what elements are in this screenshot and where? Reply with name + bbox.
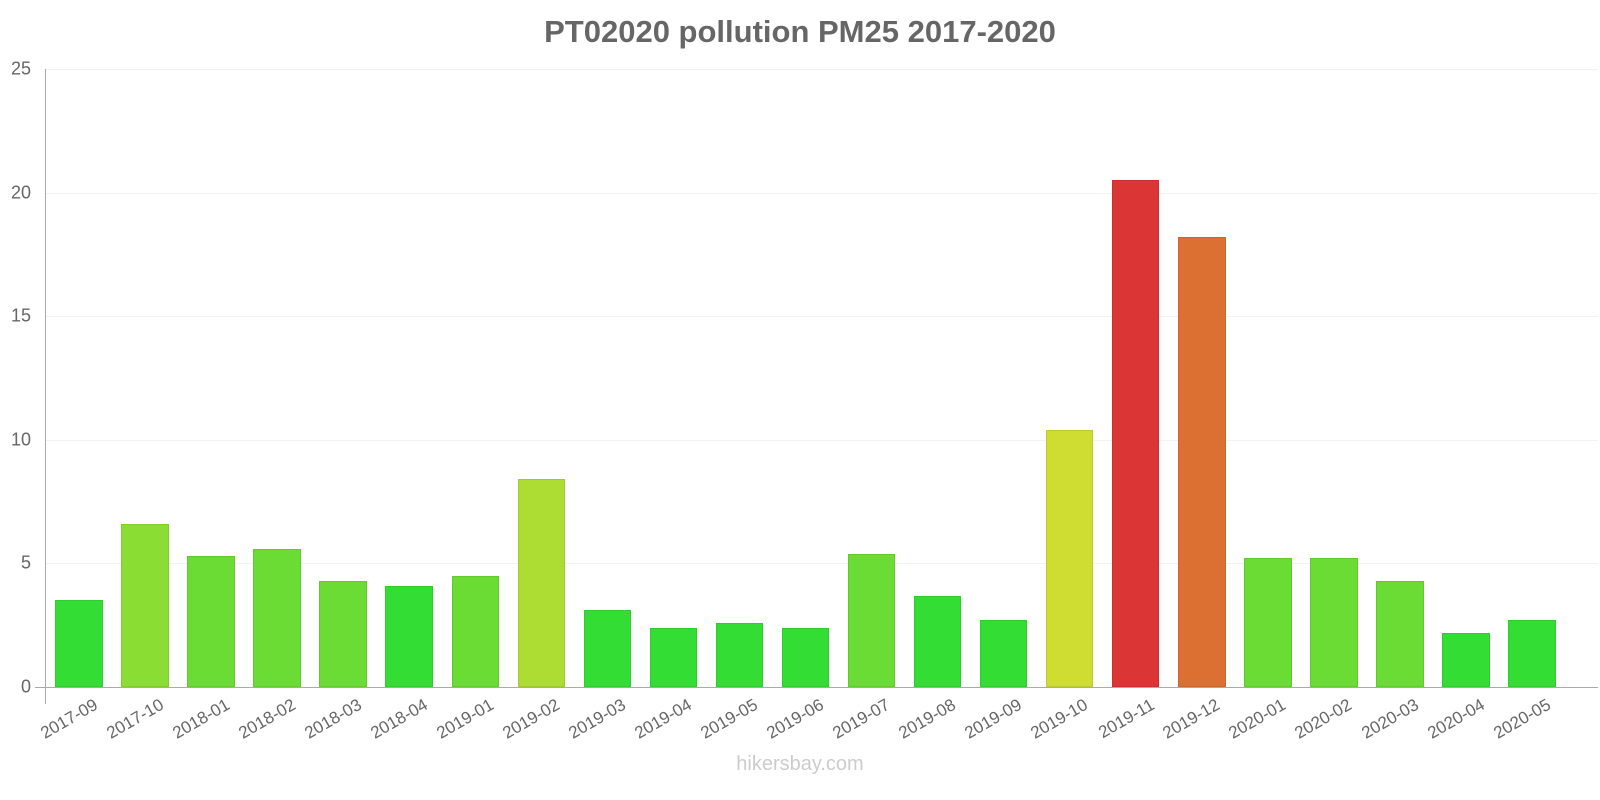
x-tick-label: 2017-10 [103,695,167,743]
gridline [46,439,1598,441]
bar-2020-05[interactable] [1508,620,1556,687]
bar-2019-02[interactable] [517,479,566,687]
x-tick-label: 2018-03 [301,695,365,743]
bar-2020-04[interactable] [1442,632,1490,687]
y-tick-label: 15 [10,305,31,326]
gridline [46,192,1598,194]
y-tick-label: 20 [10,182,31,203]
bar-2020-02[interactable] [1310,558,1358,687]
x-tick-label: 2019-06 [763,695,827,743]
bar-2020-03[interactable] [1376,580,1424,687]
y-tick-label: 25 [10,58,31,79]
x-tick-label: 2018-02 [235,695,299,743]
bar-2019-10[interactable] [1045,429,1094,687]
x-tick-label: 2019-08 [895,695,960,743]
bar-2019-12[interactable] [1177,237,1226,687]
y-tick-label: 5 [20,552,31,573]
bar-2018-03[interactable] [319,580,367,687]
x-tick-label: 2018-04 [367,695,431,743]
bar-2017-09[interactable] [55,600,103,687]
x-tick-label: 2020-05 [1489,695,1554,743]
bar-2018-04[interactable] [385,585,433,687]
bar-2019-06[interactable] [781,627,830,687]
x-tick-label: 2019-10 [1027,695,1092,743]
bar-2019-04[interactable] [649,627,698,687]
x-tick-label: 2019-07 [829,695,894,743]
gridline [46,316,1598,318]
x-tick-label: 2019-04 [631,695,695,743]
x-tick-label: 2019-09 [961,695,1026,743]
x-tick-label: 2018-01 [169,695,233,743]
bar-2020-01[interactable] [1244,558,1292,687]
y-axis [45,69,46,704]
x-tick-label: 2019-03 [565,695,629,743]
gridline [46,563,1598,565]
bar-2019-08[interactable] [913,595,962,687]
x-tick-label: 2020-02 [1291,695,1356,743]
x-tick-label: 2020-04 [1423,695,1488,743]
chart-title: PT02020 pollution PM25 2017-2020 [544,14,1056,49]
x-tick-label: 2017-09 [36,695,101,743]
gridline [46,69,1598,70]
bar-2018-02[interactable] [253,548,301,687]
x-axis [35,687,1598,688]
x-tick-label: 2019-11 [1094,695,1158,743]
x-tick-label: 2019-01 [433,695,497,743]
bar-2019-01[interactable] [451,575,500,687]
x-tick-label: 2019-12 [1159,695,1224,743]
bar-2019-09[interactable] [979,620,1028,687]
bar-2019-05[interactable] [715,622,764,687]
x-tick-label: 2019-02 [499,695,563,743]
x-tick-label: 2019-05 [697,695,761,743]
bar-2017-10[interactable] [121,523,169,687]
bar-2019-07[interactable] [847,553,896,687]
watermark: hikersbay.com [736,753,864,775]
x-tick-label: 2020-03 [1357,695,1422,743]
y-tick-label: 0 [20,676,31,697]
y-tick-label: 10 [10,429,31,450]
bar-2019-11[interactable] [1111,180,1160,687]
bar-2018-01[interactable] [187,555,235,687]
x-tick-label: 2020-01 [1225,695,1290,743]
bar-2019-03[interactable] [583,610,632,687]
